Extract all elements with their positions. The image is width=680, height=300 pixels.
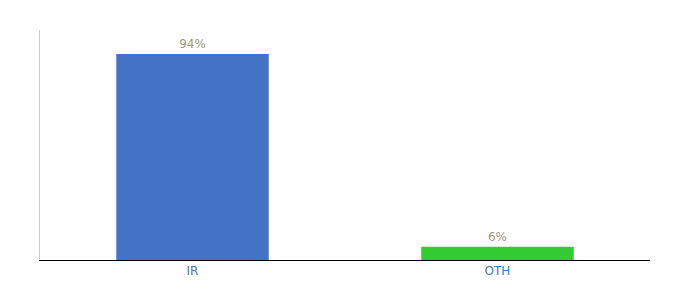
svg-text:OTH: OTH [485,264,511,278]
svg-text:94%: 94% [179,37,206,51]
svg-text:IR: IR [187,264,199,278]
svg-text:6%: 6% [488,230,507,244]
